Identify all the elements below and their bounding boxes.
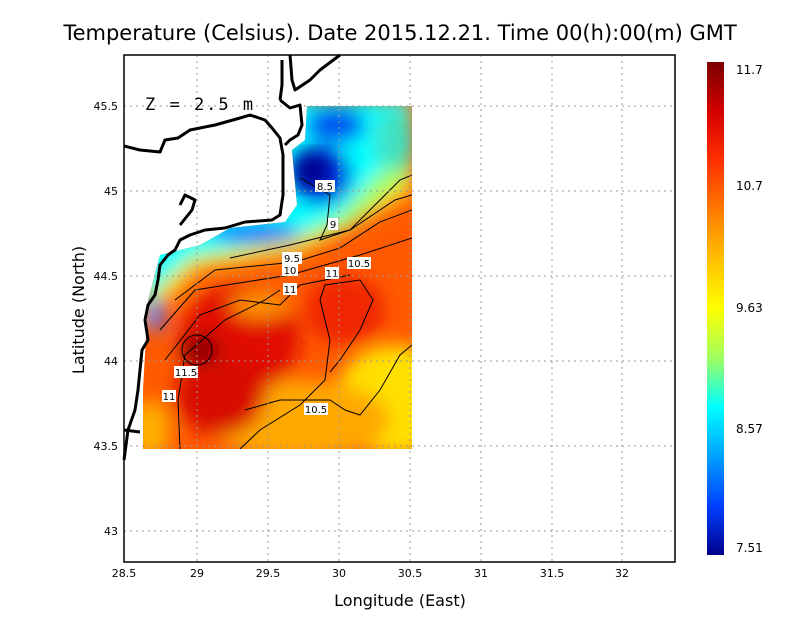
plot-frame xyxy=(123,54,676,563)
x-tick-label: 29.5 xyxy=(256,567,281,580)
x-tick-label: 31 xyxy=(474,567,488,580)
x-tick-label: 30.5 xyxy=(398,567,423,580)
grid-lines xyxy=(124,55,675,562)
temperature-field xyxy=(143,106,412,449)
contour-label: 10.5 xyxy=(305,405,327,416)
contour-labels: 8.5 9 9.5 10 10.5 11 11 11.5 11 10.5 xyxy=(162,180,371,416)
contour-label: 11 xyxy=(163,392,176,403)
x-tick-label: 32 xyxy=(615,567,629,580)
y-tick-label: 43.5 xyxy=(94,440,119,453)
colorbar-label: 10.7 xyxy=(736,179,763,193)
y-axis-ticks: 45.5 45 44.5 44 43.5 43 xyxy=(94,100,119,538)
contour-label: 10 xyxy=(284,266,297,277)
y-tick-label: 45 xyxy=(104,185,118,198)
colorbar-label: 7.51 xyxy=(736,541,763,555)
colorbar-label: 8.57 xyxy=(736,422,763,436)
y-tick-label: 44.5 xyxy=(94,270,119,283)
contour-label: 11.5 xyxy=(175,368,197,379)
x-tick-label: 29 xyxy=(190,567,204,580)
contour-label: 8.5 xyxy=(317,182,333,193)
contour-label: 10.5 xyxy=(348,259,370,270)
x-axis-label: Longitude (East) xyxy=(334,591,466,610)
coastline xyxy=(122,53,341,461)
y-tick-label: 45.5 xyxy=(94,100,119,113)
x-tick-label: 28.5 xyxy=(112,567,137,580)
x-axis-ticks: 28.5 29 29.5 30 30.5 31 31.5 32 xyxy=(112,567,629,580)
plot-title: Temperature (Celsius). Date 2015.12.21. … xyxy=(62,21,737,45)
y-tick-label: 43 xyxy=(104,525,118,538)
colorbar-labels: 11.7 10.7 9.63 8.57 7.51 xyxy=(736,63,763,555)
contour-label: 9.5 xyxy=(284,254,300,265)
x-tick-label: 30 xyxy=(332,567,346,580)
colorbar-label: 9.63 xyxy=(736,301,763,315)
y-tick-label: 44 xyxy=(104,355,118,368)
contour-label: 11 xyxy=(284,285,297,296)
contour-label: 11 xyxy=(326,269,339,280)
colorbar-label: 11.7 xyxy=(736,63,763,77)
depth-label: Z = 2.5 m xyxy=(145,95,255,115)
contour-label: 9 xyxy=(330,220,336,231)
x-tick-label: 31.5 xyxy=(540,567,565,580)
colorbar xyxy=(707,62,724,555)
y-axis-label: Latitude (North) xyxy=(69,246,88,374)
